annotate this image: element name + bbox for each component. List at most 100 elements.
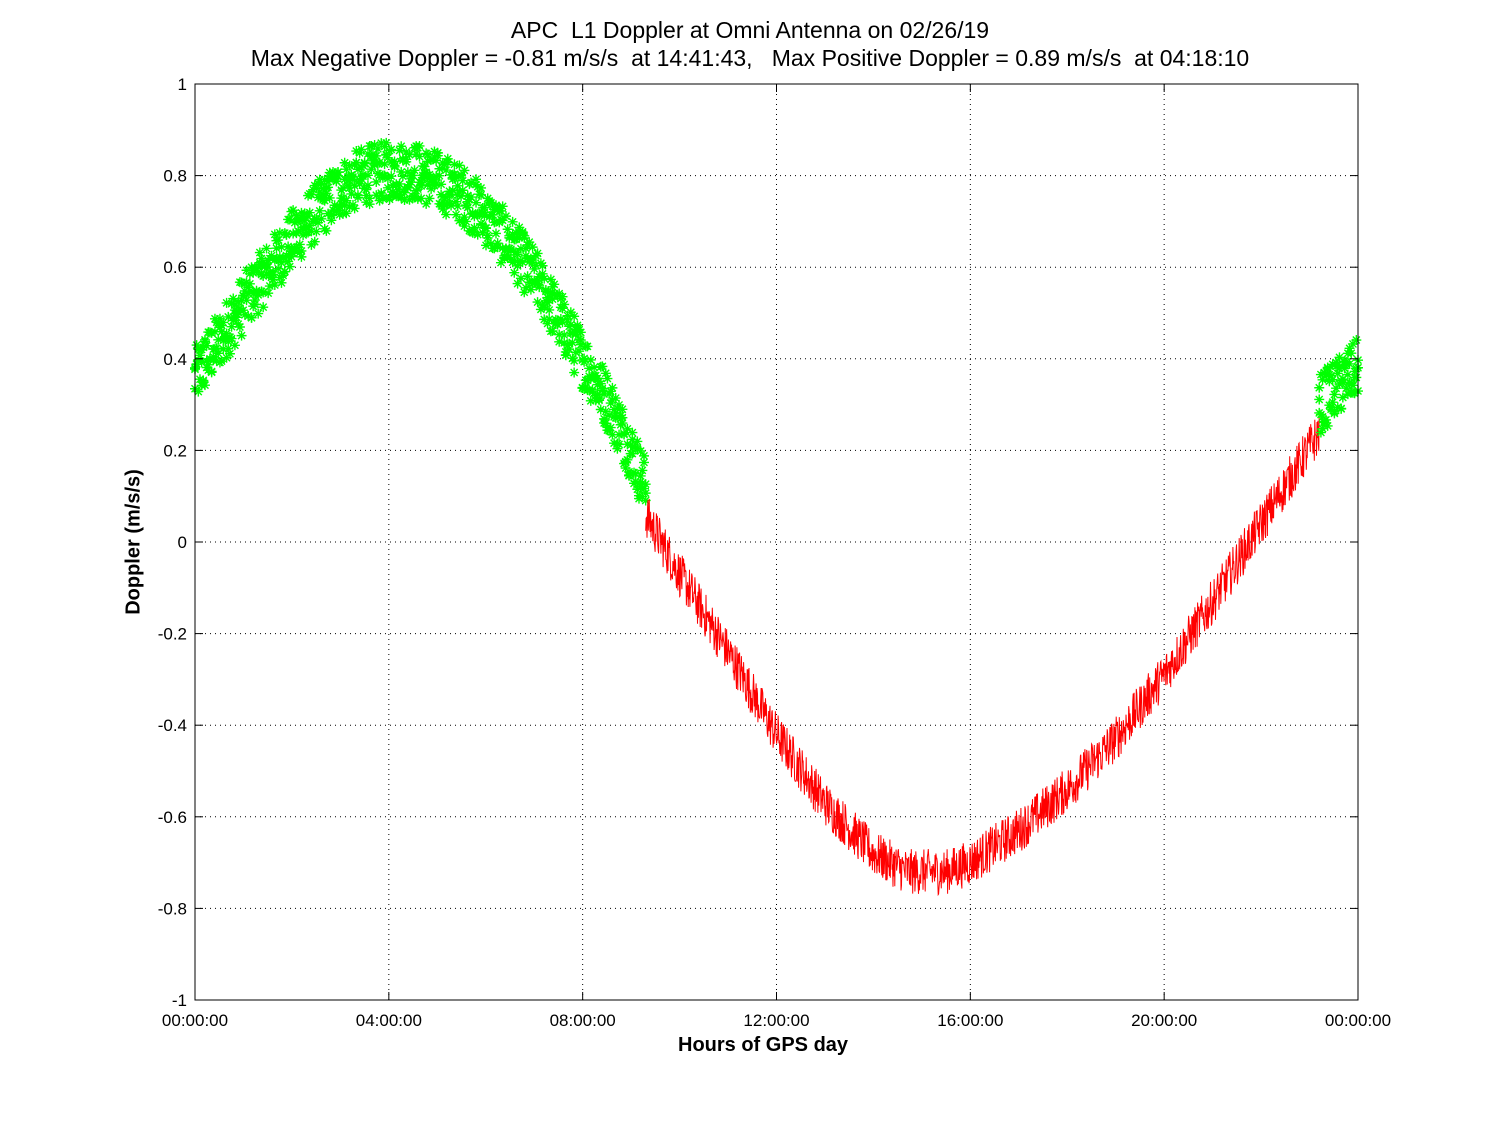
data-point — [283, 256, 294, 267]
data-point — [214, 313, 225, 324]
data-point — [587, 384, 598, 395]
data-point — [574, 324, 585, 335]
data-point — [243, 282, 254, 293]
x-tick-label: 20:00:00 — [1131, 1011, 1197, 1030]
data-point — [299, 215, 310, 226]
data-point — [592, 379, 603, 390]
data-point — [472, 229, 483, 240]
data-point — [326, 209, 337, 220]
data-point — [514, 222, 525, 233]
data-point — [617, 418, 628, 429]
data-point — [494, 217, 505, 228]
data-point — [216, 320, 227, 331]
data-point — [600, 418, 611, 429]
data-point — [281, 250, 292, 261]
data-point — [452, 180, 463, 191]
data-point — [1329, 408, 1340, 419]
data-point — [381, 137, 392, 148]
data-point — [446, 200, 457, 211]
data-point — [497, 215, 508, 226]
data-point — [191, 340, 202, 351]
data-point — [244, 268, 255, 279]
data-point — [1322, 362, 1333, 373]
chart-subtitle: Max Negative Doppler = -0.81 m/s/s at 14… — [250, 45, 1250, 71]
data-point — [532, 297, 543, 308]
data-point — [575, 327, 586, 338]
data-point — [509, 255, 520, 266]
data-point — [209, 326, 220, 337]
data-point — [436, 179, 447, 190]
data-point — [328, 205, 339, 216]
data-point — [1322, 420, 1333, 431]
data-point — [427, 154, 438, 165]
data-point — [634, 493, 645, 504]
data-point — [632, 436, 643, 447]
data-point — [379, 159, 390, 170]
data-point — [527, 242, 538, 253]
data-point — [630, 468, 641, 479]
data-point — [323, 182, 334, 193]
data-point — [288, 205, 299, 216]
data-point — [547, 325, 558, 336]
data-point — [1341, 383, 1352, 394]
data-point — [639, 483, 649, 494]
data-point — [604, 410, 615, 421]
data-point — [216, 326, 227, 337]
data-point — [266, 250, 277, 261]
data-point — [545, 274, 556, 285]
data-point — [604, 425, 615, 436]
data-point — [424, 193, 435, 204]
data-point — [567, 337, 578, 348]
data-point — [612, 403, 623, 414]
data-point — [1349, 366, 1360, 377]
data-series — [645, 410, 1320, 897]
x-tick-label: 04:00:00 — [356, 1011, 422, 1030]
data-point — [256, 253, 267, 264]
y-tick-label: 0.4 — [163, 350, 187, 369]
data-point — [500, 211, 511, 222]
data-point — [441, 209, 452, 220]
data-point — [278, 252, 289, 263]
data-point — [607, 382, 618, 393]
data-point — [394, 145, 405, 156]
data-point — [381, 150, 392, 161]
data-point — [1334, 363, 1345, 374]
data-point — [457, 175, 468, 186]
data-point — [482, 232, 493, 243]
data-point — [1320, 414, 1331, 425]
data-point — [605, 422, 616, 433]
data-point — [416, 193, 427, 204]
data-point — [206, 367, 217, 378]
data-point — [284, 214, 295, 225]
data-point — [389, 161, 400, 172]
data-point — [1347, 338, 1358, 349]
data-point — [1351, 335, 1362, 346]
data-point — [497, 201, 508, 212]
data-point — [244, 278, 255, 289]
data-point — [471, 197, 482, 208]
data-point — [356, 144, 367, 155]
data-point — [361, 184, 372, 195]
data-point — [607, 395, 618, 406]
data-point — [419, 161, 430, 172]
data-point — [414, 140, 425, 151]
data-point — [254, 247, 265, 258]
data-point — [537, 268, 548, 279]
axes-frame — [194, 83, 1359, 1001]
data-point — [354, 147, 365, 158]
data-point — [1317, 374, 1328, 385]
data-point — [274, 272, 285, 283]
data-point — [349, 203, 360, 214]
data-point — [344, 182, 355, 193]
data-point — [507, 216, 518, 227]
data-point — [569, 355, 580, 366]
data-point — [273, 235, 284, 246]
data-point — [251, 263, 262, 274]
data-point — [347, 199, 358, 210]
data-point — [351, 146, 362, 157]
data-point — [198, 376, 209, 387]
data-point — [198, 342, 209, 353]
data-point — [294, 239, 305, 250]
data-point — [261, 243, 272, 254]
